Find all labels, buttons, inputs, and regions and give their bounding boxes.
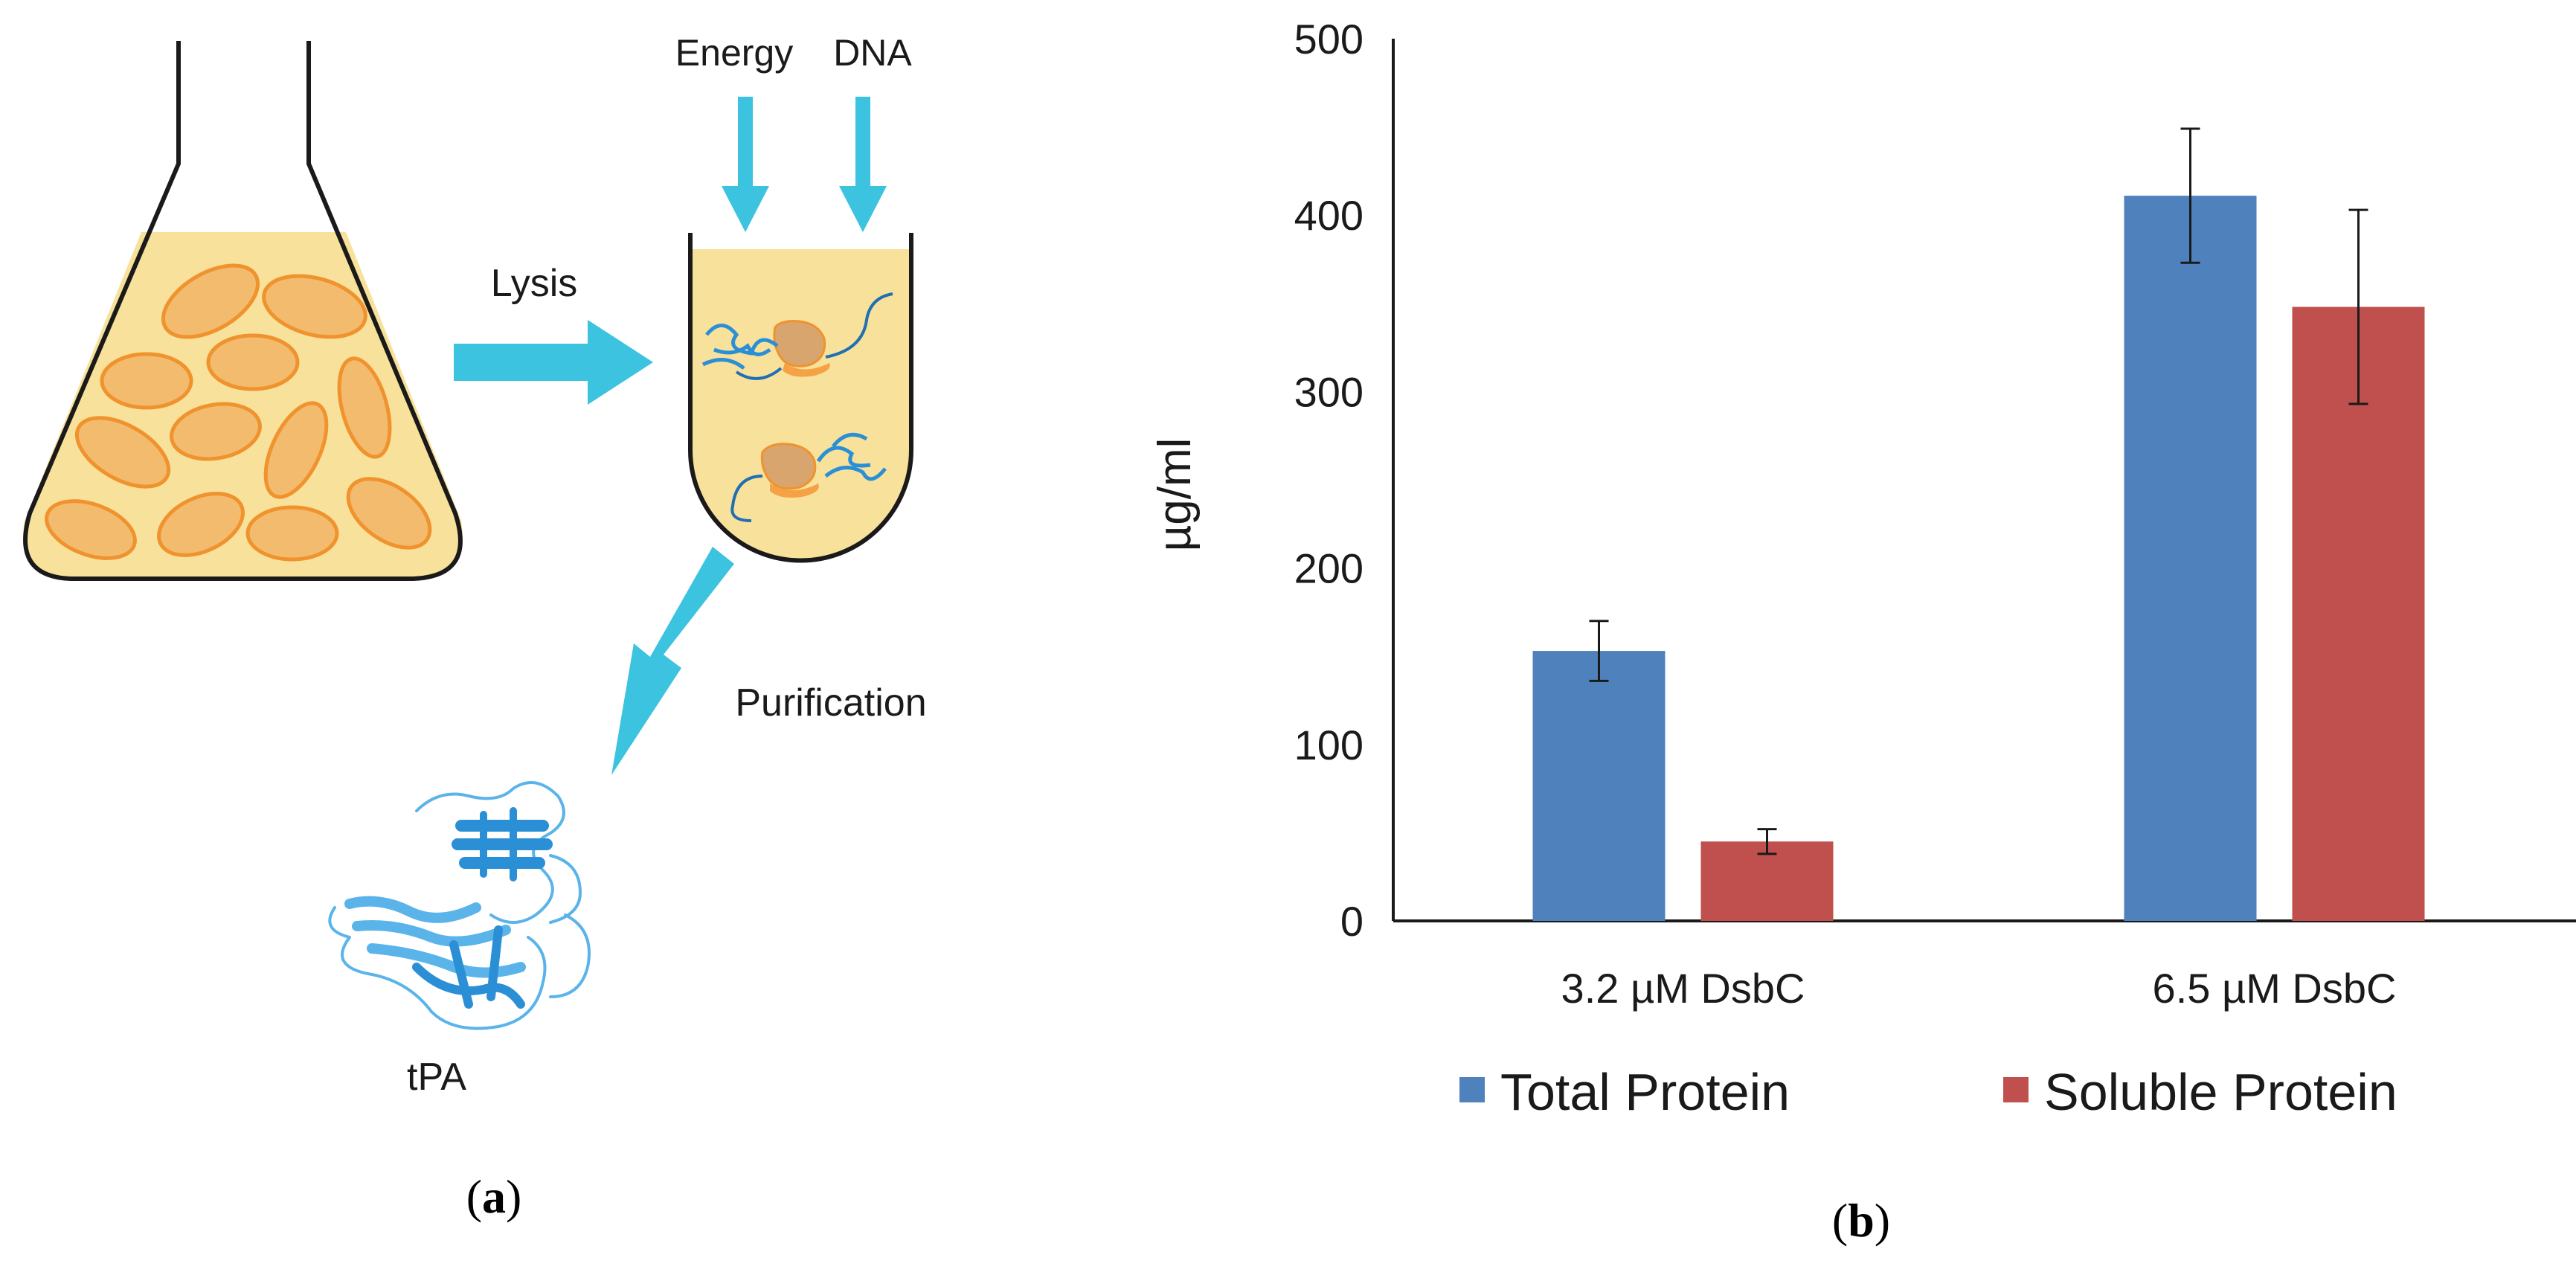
cell-shape [263,401,329,499]
y-tick-label: 300 [1294,368,1364,415]
chart-legend: Total Protein Soluble Protein [1459,1063,2397,1121]
caption-letter: b [1848,1194,1875,1247]
nascent-protein [701,324,779,370]
x-category-label: 3.2 µM DsbC [1561,965,1805,1012]
tube-outline [688,233,913,563]
dna-input-arrow [839,97,887,232]
y-axis-title: µg/ml [1149,438,1201,552]
bacterial-cells [45,263,432,562]
culture-flask [23,41,463,581]
bars [1532,196,2425,921]
arrow-shape [454,320,653,405]
ribosome-complex [730,432,887,522]
caption-open-paren: ( [1832,1194,1848,1247]
tube-medium [690,249,911,561]
ribosome-large-subunit [760,443,817,490]
bar [1532,651,1666,921]
caption-close-paren: ) [506,1170,521,1223]
lysis-label: Lysis [491,262,578,305]
mrna-strand [730,475,763,522]
flask-outline [23,41,463,581]
energy-input-arrow [722,97,769,232]
y-tick-label: 200 [1294,545,1364,592]
cell-shape [170,402,262,461]
caption-letter: a [482,1170,506,1223]
cell-shape [157,492,245,557]
cell-shape [337,356,392,459]
ribosome-complex [701,292,893,380]
ribosome-small-subunit [783,363,830,377]
reaction-tube [688,233,913,563]
cell-shape [206,333,300,391]
bar [2124,196,2257,921]
error-bars [1589,127,2368,855]
caption-open-paren: ( [466,1170,482,1223]
x-category-label: 6.5 µM DsbC [2153,965,2397,1012]
legend-swatch [2003,1077,2029,1102]
bar [2292,306,2425,921]
tpa-protein-structure [328,781,591,1030]
nascent-protein [816,432,887,481]
legend-swatch [1459,1077,1485,1102]
category-labels: 3.2 µM DsbC 6.5 µM DsbC [1561,965,2397,1012]
purification-label: Purification [735,681,926,725]
tpa-label: tPA [407,1056,466,1099]
y-tick-label: 400 [1294,192,1364,239]
dna-label: DNA [833,32,912,74]
mrna-strand [735,292,893,380]
y-tick-label: 100 [1294,722,1364,768]
y-tick-label: 500 [1294,16,1364,62]
y-tick-label: 0 [1340,898,1364,945]
legend-label: Total Protein [1500,1063,1790,1121]
cell-shape [161,263,260,339]
ribosome-large-subunit [773,320,826,367]
lysis-arrow [454,320,653,405]
panel-a-caption: (a) [466,1170,522,1223]
cell-shape [245,505,339,562]
ribosome-small-subunit [770,484,819,498]
cell-shape [346,477,432,550]
cell-shape [100,352,193,410]
caption-close-paren: ) [1875,1194,1890,1247]
y-axis-ticks: 0 100 200 300 400 500 [1294,16,1364,945]
legend-label: Soluble Protein [2044,1063,2397,1121]
cell-shape [45,499,137,560]
cell-shape [262,274,367,339]
purification-arrow [611,547,734,775]
panel-b-caption: (b) [1832,1194,1890,1247]
cell-shape [74,416,171,489]
cell-free-schematic: Lysis Energy DNA [23,32,927,1223]
energy-label: Energy [675,32,793,74]
